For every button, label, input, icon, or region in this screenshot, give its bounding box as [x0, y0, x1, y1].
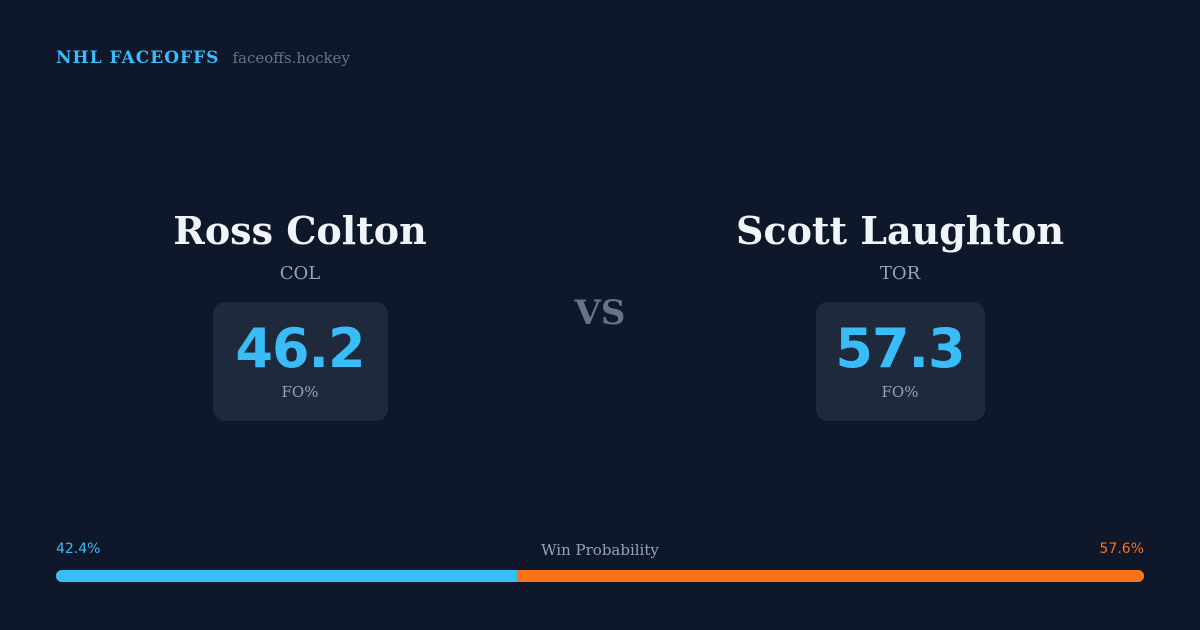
- versus-label: VS: [574, 293, 626, 333]
- win-probability-right-label: 57.6%: [1099, 541, 1144, 557]
- player-name: Scott Laughton: [736, 208, 1064, 253]
- player-name: Ross Colton: [173, 208, 427, 253]
- win-probability-bar-left: [56, 570, 518, 582]
- player-team: COL: [279, 263, 321, 284]
- player-left: Ross Colton COL 46.2 FO%: [40, 200, 560, 421]
- brand-domain: faceoffs.hockey: [232, 49, 350, 67]
- win-probability-left-label: 42.4%: [56, 541, 101, 557]
- faceoff-percentage-label: FO%: [881, 383, 919, 401]
- win-probability-title: Win Probability: [541, 541, 659, 559]
- brand-name: NHL FACEOFFS: [56, 48, 220, 68]
- win-probability-bar: [56, 570, 1144, 582]
- faceoff-percentage-value: 46.2: [235, 317, 365, 380]
- player-right: Scott Laughton TOR 57.3 FO%: [640, 200, 1160, 421]
- faceoff-percentage-label: FO%: [281, 383, 319, 401]
- win-probability-labels: 42.4% Win Probability 57.6%: [56, 541, 1144, 563]
- faceoff-percentage-value: 57.3: [835, 317, 965, 380]
- faceoff-stat-card: 57.3 FO%: [815, 302, 985, 421]
- win-probability-bar-right: [517, 570, 1144, 582]
- faceoff-stat-card: 46.2 FO%: [212, 302, 388, 421]
- brand-header: NHL FACEOFFS faceoffs.hockey: [56, 48, 350, 68]
- player-team: TOR: [879, 263, 921, 284]
